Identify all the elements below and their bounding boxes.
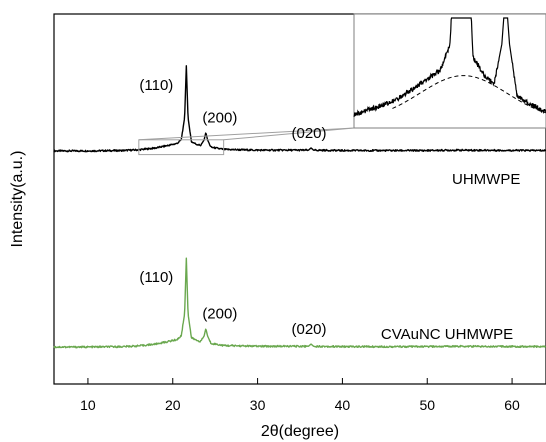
x-tick-label: 50 [419,397,435,413]
x-tick-label: 10 [80,397,96,413]
inset-data-line [353,17,546,118]
inset-connector-line [138,127,355,141]
x-axis-ticks [87,378,513,384]
x-tick-label: 60 [504,397,520,413]
x-axis-title: 2θ(degree) [261,423,339,440]
series-layer [53,65,546,349]
peak-label: (110) [139,269,173,286]
series-label: UHMWPE [452,171,520,188]
inset-zoom-panel [353,13,546,129]
peak-label: (020) [292,321,327,338]
plot-area-frame [53,13,546,385]
x-tick-label: 20 [165,397,181,413]
peak-label: (200) [202,109,237,126]
series-label: CVAuNC UHMWPE [381,326,513,343]
annotation-labels: UHMWPE (110) (200) (020) CVAuNC UHMWPE (110) (… [139,77,520,343]
inset-frame [353,13,546,129]
series-line [53,65,546,153]
x-tick-label: 30 [250,397,266,413]
series-line [53,257,546,349]
y-axis-title: Intensity(a.u.) [9,151,26,248]
inset-connector-line [223,127,355,141]
x-axis-tick-labels: 10 20 30 40 50 60 [80,397,520,413]
peak-label: (200) [202,306,237,323]
inset-zoom-region-box [138,139,225,156]
inset-dashed-background-curve [392,75,546,114]
peak-label: (110) [139,77,173,94]
x-tick-label: 40 [335,397,351,413]
peak-label: (020) [292,125,327,142]
